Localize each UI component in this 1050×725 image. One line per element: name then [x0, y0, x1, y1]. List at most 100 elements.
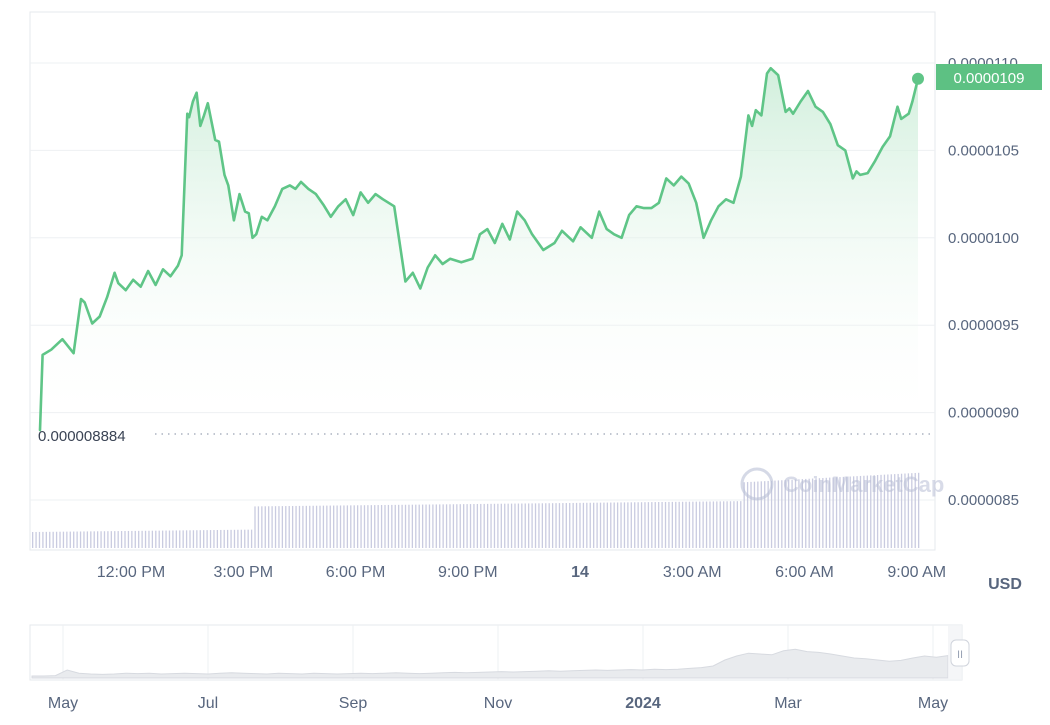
volume-bar — [558, 503, 561, 548]
volume-bar — [750, 481, 752, 548]
volume-bar — [760, 481, 762, 548]
x-tick-label: 9:00 AM — [887, 564, 946, 581]
volume-bar — [298, 505, 301, 548]
volume-bar — [900, 473, 903, 548]
last-price-value: 0.0000109 — [954, 70, 1025, 87]
volume-bar — [476, 503, 479, 548]
volume-bar — [791, 479, 793, 548]
volume-bar — [350, 505, 352, 548]
volume-bar — [572, 502, 574, 548]
volume-bar — [254, 506, 256, 548]
volume-bar — [524, 503, 526, 548]
volume-bar — [155, 530, 157, 548]
volume-bar — [562, 503, 564, 548]
volume-bar — [658, 502, 660, 548]
volume-bar — [199, 530, 201, 548]
volume-bar — [685, 501, 687, 548]
volume-bar — [62, 531, 65, 548]
volume-bar — [490, 503, 492, 548]
y-tick-label: 0.0000100 — [948, 230, 1019, 247]
volume-bar — [302, 505, 304, 548]
volume-bar — [832, 477, 834, 548]
navigator-handle[interactable] — [950, 639, 970, 667]
volume-bar — [613, 502, 615, 548]
volume-bar — [709, 501, 711, 548]
last-price-dot — [912, 72, 924, 85]
volume-bar — [66, 531, 68, 548]
volume-bar — [326, 505, 328, 548]
volume-bar — [746, 482, 749, 548]
volume-bar — [151, 530, 154, 548]
volume-bar — [250, 529, 253, 548]
volume-bar — [168, 530, 171, 548]
volume-bar — [370, 505, 372, 548]
volume-bar — [452, 504, 455, 548]
volume-bar — [866, 475, 868, 548]
volume-bar — [541, 503, 544, 548]
volume-bar — [623, 502, 626, 548]
volume-bar — [551, 503, 554, 548]
volume-bar — [353, 505, 355, 548]
volume-bar — [644, 502, 646, 548]
y-tick-label: 0.0000095 — [948, 317, 1019, 334]
volume-bar — [528, 503, 530, 548]
x-tick-label: 6:00 PM — [326, 564, 386, 581]
volume-bar — [911, 473, 913, 548]
volume-bar — [83, 531, 85, 548]
volume-bar — [863, 475, 865, 548]
volume-bar — [69, 531, 71, 548]
volume-bar — [603, 502, 605, 548]
volume-bar — [428, 504, 431, 548]
navigator-handle-grip-icon: II — [957, 649, 963, 661]
volume-bar — [179, 530, 181, 548]
volume-bar — [702, 501, 704, 548]
volume-bar — [859, 475, 862, 548]
volume-bar — [120, 531, 123, 548]
volume-bar — [377, 505, 379, 548]
open-price-label: 0.000008884 — [38, 428, 126, 445]
volume-bar — [343, 505, 345, 548]
volume-bar — [894, 474, 896, 548]
volume-bar — [480, 503, 482, 548]
volume-bar — [244, 529, 246, 548]
volume-bar — [134, 530, 136, 548]
volume-bar — [634, 502, 636, 548]
volume-bar — [274, 506, 277, 548]
volume-bar — [620, 502, 622, 548]
volume-bar — [904, 473, 906, 548]
plot-frame — [29, 11, 936, 551]
volume-bar — [278, 506, 280, 548]
volume-bar — [387, 504, 390, 548]
volume-bar — [117, 531, 119, 548]
volume-bar — [76, 531, 78, 548]
volume-bar — [175, 530, 177, 548]
volume-bar — [849, 476, 851, 548]
volume-bar — [586, 502, 588, 548]
currency-label: USD — [988, 576, 1022, 593]
volume-bar — [853, 476, 855, 548]
volume-bar — [158, 530, 160, 548]
volume-bar — [596, 502, 598, 548]
volume-bar — [86, 531, 89, 548]
volume-bar — [220, 529, 222, 548]
volume-bar — [268, 506, 270, 548]
volume-bar — [49, 531, 51, 548]
volume-bar — [415, 504, 417, 548]
volume-bar — [42, 531, 44, 548]
volume-bar — [777, 480, 780, 548]
volume-bar — [391, 504, 393, 548]
volume-bar — [914, 472, 916, 548]
volume-bar — [380, 505, 383, 548]
volume-bar — [767, 480, 769, 548]
volume-bar — [627, 502, 629, 548]
volume-bar — [517, 503, 520, 548]
volume-bar — [79, 531, 82, 548]
volume-bar — [107, 531, 109, 548]
navigator-area — [31, 648, 949, 679]
volume-bar — [798, 479, 800, 548]
volume-bar — [230, 529, 232, 548]
volume-bar — [712, 501, 715, 548]
volume-bar — [226, 529, 229, 548]
volume-bar — [363, 505, 366, 548]
